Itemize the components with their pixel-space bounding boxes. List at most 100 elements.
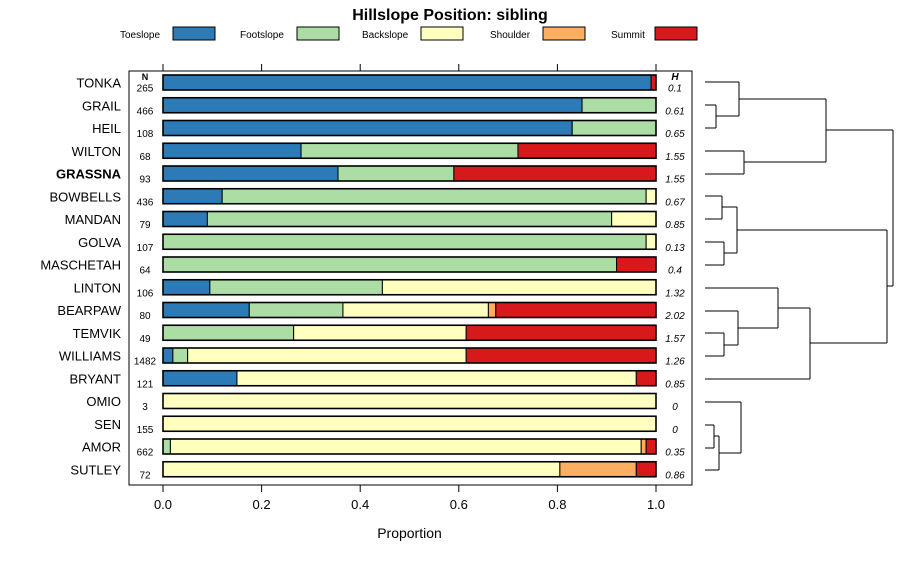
legend-label-shoulder: Shoulder xyxy=(490,30,531,41)
x-tick-label: 1.0 xyxy=(647,497,665,512)
bar-segment-summit xyxy=(517,142,657,159)
n-value: 155 xyxy=(137,425,154,436)
n-value: 3 xyxy=(142,402,148,413)
bar-row-grassna xyxy=(162,165,657,182)
bars-group xyxy=(162,74,657,478)
bar-segment-summit xyxy=(635,461,657,478)
n-value: 265 xyxy=(137,84,154,95)
h-value: 1.55 xyxy=(665,175,685,186)
category-labels: TONKA GRAIL HEIL WILTON GRASSNA BOWBELLS MANDA… xyxy=(40,76,121,478)
bar-outline xyxy=(162,460,657,478)
category-label: OMIO xyxy=(86,394,121,409)
bar-segment-backslope xyxy=(645,233,657,250)
bar-segment-summit xyxy=(465,347,657,364)
legend-label-summit: Summit xyxy=(611,30,645,41)
bar-segment-footslope xyxy=(248,302,344,318)
legend-label-footslope: Footslope xyxy=(240,30,284,41)
legend-swatch-toeslope xyxy=(172,26,216,41)
bar-segment-shoulder xyxy=(487,302,497,318)
bar-segment-footslope xyxy=(162,438,171,455)
bar-outline xyxy=(162,165,657,182)
x-tick-label: 0.4 xyxy=(351,497,369,512)
bar-outline xyxy=(162,142,657,160)
bar-row-amor xyxy=(162,438,657,455)
n-value: 72 xyxy=(139,470,151,481)
n-value: 80 xyxy=(139,311,151,322)
bar-segment-backslope xyxy=(162,461,561,478)
bar-segment-toeslope xyxy=(162,142,302,159)
h-value: 0 xyxy=(672,425,678,436)
plot-panel xyxy=(128,70,693,486)
dendrogram xyxy=(705,81,894,471)
category-label: GOLVA xyxy=(78,235,121,250)
bar-outline xyxy=(162,256,657,273)
h-value: 0 xyxy=(672,402,678,413)
bar-row-grail xyxy=(162,96,657,114)
n-value: 121 xyxy=(137,379,154,390)
h-value: 0.85 xyxy=(665,379,685,390)
bar-row-temvik xyxy=(162,324,657,342)
bar-segment-backslope xyxy=(187,347,467,364)
bar-row-sutley xyxy=(162,460,657,478)
bar-row-linton xyxy=(162,278,657,296)
bar-row-bearpaw xyxy=(162,301,657,319)
legend-swatch-footslope xyxy=(296,26,340,41)
n-header: N xyxy=(142,72,149,82)
h-value: 0.86 xyxy=(665,470,685,481)
bar-outline xyxy=(162,210,657,228)
n-value: 93 xyxy=(139,175,151,186)
h-value: 0.35 xyxy=(665,448,685,459)
n-value: 662 xyxy=(137,448,154,459)
h-value: 1.57 xyxy=(665,334,685,345)
bar-segment-footslope xyxy=(162,256,618,273)
h-value: 0.85 xyxy=(665,220,685,231)
category-label: BEARPAW xyxy=(57,303,121,318)
bar-segment-footslope xyxy=(571,120,657,136)
category-label: SUTLEY xyxy=(70,462,121,477)
x-tick-label: 0.6 xyxy=(450,497,468,512)
bar-segment-backslope xyxy=(381,279,657,296)
bar-outline xyxy=(162,415,657,433)
legend-swatch-shoulder xyxy=(542,26,586,41)
bar-segment-backslope xyxy=(611,211,657,227)
bar-row-williams xyxy=(162,347,657,364)
bar-segment-backslope xyxy=(162,415,657,432)
bar-segment-footslope xyxy=(206,211,613,227)
h-value: 0.65 xyxy=(665,129,685,140)
bar-row-tonka xyxy=(162,74,657,91)
bar-segment-toeslope xyxy=(162,74,652,91)
n-value: 436 xyxy=(137,197,154,208)
category-label: TEMVIK xyxy=(73,326,122,341)
bar-segment-backslope xyxy=(645,188,657,205)
category-label: MASCHETAH xyxy=(40,258,121,273)
bar-outline xyxy=(162,278,657,296)
x-tick-label: 0.2 xyxy=(253,497,271,512)
bar-row-bowbells xyxy=(162,187,657,205)
h-value: 0.67 xyxy=(665,197,685,208)
n-value: 107 xyxy=(137,243,154,254)
bar-segment-footslope xyxy=(209,279,383,296)
bar-segment-toeslope xyxy=(162,302,250,318)
category-label: SEN xyxy=(94,417,121,432)
x-tick-label: 0.8 xyxy=(548,497,566,512)
bar-row-heil xyxy=(162,119,657,137)
bar-segment-backslope xyxy=(342,302,489,318)
bar-segment-footslope xyxy=(337,165,455,182)
category-label: GRASSNA xyxy=(56,167,122,182)
bar-segment-toeslope xyxy=(162,211,208,227)
legend: Toeslope Footslope Backslope Shoulder Summit xyxy=(120,26,698,41)
h-value: 0.13 xyxy=(665,243,685,254)
h-value: 1.32 xyxy=(665,288,685,299)
bar-segment-footslope xyxy=(162,233,647,250)
bar-row-golva xyxy=(162,233,657,251)
category-label: BRYANT xyxy=(69,371,121,386)
h-column: H 0.1 0.61 0.65 1.55 1.55 0.67 0.85 0.13 0.4 1.32… xyxy=(664,72,685,481)
h-value: 2.02 xyxy=(664,311,685,322)
n-column: N 265 466 108 68 93 436 79 107 64 106 80 49 1482 121 3… xyxy=(134,72,157,481)
bar-segment-toeslope xyxy=(162,97,583,114)
bar-segment-footslope xyxy=(221,188,647,205)
bar-outline xyxy=(162,74,657,91)
h-header: H xyxy=(671,72,679,83)
